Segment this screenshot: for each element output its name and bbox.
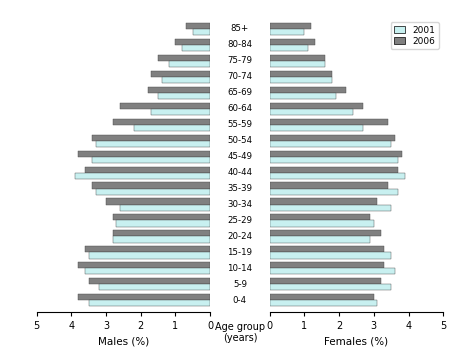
Legend: 2001, 2006: 2001, 2006 [391,22,439,49]
Text: 0-4: 0-4 [233,296,247,305]
Bar [85,246,210,252]
Bar [175,39,210,45]
Bar [151,109,210,115]
Bar [78,150,210,156]
Bar [270,150,402,156]
Bar [78,294,210,300]
Bar [270,77,332,83]
Bar [113,236,210,242]
Bar [169,61,210,67]
Bar [270,230,381,236]
Bar [89,278,210,284]
Bar [120,103,210,109]
Bar [270,215,370,221]
Bar [134,125,210,131]
Bar [113,119,210,125]
X-axis label: Females (%): Females (%) [324,336,388,346]
Bar [92,156,210,163]
Bar [99,284,210,290]
Bar [120,205,210,211]
Bar [270,268,395,274]
Bar [270,284,391,290]
Text: 30-34: 30-34 [228,200,252,209]
Bar [270,262,384,268]
Bar [89,300,210,307]
Bar [270,135,395,141]
Bar [270,173,405,179]
Bar [270,93,335,99]
Bar [270,45,308,51]
Text: 20-24: 20-24 [228,232,252,241]
Text: 40-44: 40-44 [228,168,252,177]
Bar [270,109,353,115]
Text: 65-69: 65-69 [228,88,252,97]
Bar [270,55,325,61]
Bar [270,125,363,131]
Bar [182,45,210,51]
Bar [270,300,377,307]
Text: Age group
(years): Age group (years) [215,322,265,343]
Bar [148,87,210,93]
Bar [270,199,377,205]
Bar [78,262,210,268]
Bar [270,166,398,173]
Bar [270,252,391,258]
Text: 25-29: 25-29 [228,216,252,225]
Bar [270,205,391,211]
Bar [96,189,210,195]
Bar [113,230,210,236]
Bar [158,93,210,99]
Text: 15-19: 15-19 [228,248,252,257]
Bar [270,29,304,35]
Bar [270,103,363,109]
Bar [151,71,210,77]
Bar [89,252,210,258]
Text: 60-64: 60-64 [228,104,252,113]
Bar [85,268,210,274]
Bar [270,236,370,242]
Text: 85+: 85+ [231,24,249,33]
Bar [158,55,210,61]
Bar [270,71,332,77]
Text: 10-14: 10-14 [228,264,252,273]
Bar [270,141,391,147]
Bar [186,23,210,29]
Bar [270,87,346,93]
Bar [270,189,398,195]
Bar [193,29,210,35]
Text: 70-74: 70-74 [228,72,252,81]
Bar [75,173,210,179]
Bar [270,23,311,29]
Text: 35-39: 35-39 [228,184,252,193]
Bar [113,215,210,221]
Bar [96,141,210,147]
Bar [106,199,210,205]
Text: 5-9: 5-9 [233,280,247,289]
Bar [270,246,384,252]
Bar [270,294,374,300]
Bar [85,166,210,173]
Bar [117,221,210,227]
Bar [92,183,210,189]
Text: 55-59: 55-59 [228,120,252,129]
Text: 45-49: 45-49 [228,152,252,161]
Bar [270,221,374,227]
Bar [270,278,381,284]
Bar [92,135,210,141]
Text: 80-84: 80-84 [228,40,252,49]
Bar [270,61,325,67]
Text: 50-54: 50-54 [228,136,252,145]
Text: 75-79: 75-79 [228,56,252,65]
Bar [270,39,315,45]
Bar [270,119,388,125]
X-axis label: Males (%): Males (%) [98,336,149,346]
Bar [270,156,398,163]
Bar [270,183,388,189]
Bar [162,77,210,83]
